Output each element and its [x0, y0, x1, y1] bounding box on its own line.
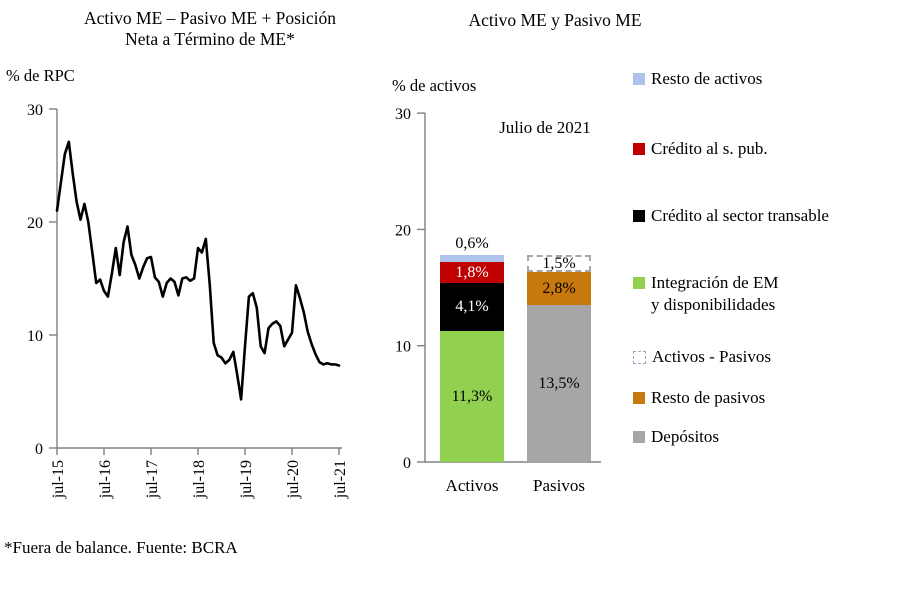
segment-value-label: 1,8% — [455, 263, 489, 281]
line-chart-title-line2: Neta a Término de ME* — [125, 29, 295, 49]
x-tick-label: jul-17 — [144, 460, 161, 499]
legend-label: Crédito al sector transable — [651, 206, 829, 225]
legend-swatch — [633, 431, 645, 443]
bar-pasivos: 13,5% 2,8% 1,5% — [527, 255, 591, 462]
line-chart-panel: Activo ME – Pasivo ME + Posición Neta a … — [0, 0, 382, 605]
legend-item-integraci-n-de-em-y-disponibilidades: Integración de EM y disponibilidades — [633, 272, 783, 316]
legend-item-resto-de-pasivos: Resto de pasivos — [633, 387, 765, 409]
y-tick-label: 0 — [35, 441, 43, 458]
legend-label: Activos - Pasivos — [652, 347, 771, 366]
legend-swatch — [633, 73, 645, 85]
legend-swatch — [633, 210, 645, 222]
legend-label: Depósitos — [651, 427, 719, 446]
y-tick-label: 10 — [27, 328, 43, 345]
x-tick-label: jul-16 — [97, 460, 114, 499]
y-tick-label: 30 — [27, 102, 43, 119]
y-tick-label: 0 — [403, 455, 411, 472]
data-series-line — [55, 140, 341, 401]
segment-value-label: 2,8% — [542, 279, 576, 297]
legend-label: Resto de pasivos — [651, 388, 766, 407]
bar-segment-resto-de-activos — [440, 255, 504, 262]
bar-segment-dep-sitos: 13,5% — [527, 305, 591, 462]
segment-value-label: 11,3% — [451, 387, 493, 405]
legend-item-dep-sitos: Depósitos — [633, 426, 719, 448]
category-label-activos: Activos — [445, 476, 499, 495]
legend-label: Integración de EM y disponibilidades — [651, 273, 779, 314]
legend-label: Resto de activos — [651, 69, 763, 88]
category-label-pasivos: Pasivos — [533, 476, 585, 495]
bar-segment-cr-dito-al-s-pub-: 1,8% — [440, 262, 504, 283]
bar-chart-title: Activo ME y Pasivo ME — [468, 10, 642, 30]
line-chart-title: Activo ME – Pasivo ME + Posición Neta a … — [30, 8, 390, 50]
source-footnote: *Fuera de balance. Fuente: BCRA — [4, 538, 238, 557]
segment-value-label: 13,5% — [538, 374, 580, 392]
legend-item-resto-de-activos: Resto de activos — [633, 68, 762, 90]
y-tick-label: 20 — [395, 222, 411, 239]
bar-segment-activos-pasivos: 1,5% — [527, 255, 591, 272]
bar-activos: 11,3% 4,1% 1,8% — [440, 255, 504, 462]
legend-swatch — [633, 143, 645, 155]
bar-segment-integraci-n-de-em-y-disponibilidades: 11,3% — [440, 331, 504, 462]
x-tick-label: jul-15 — [50, 460, 67, 499]
x-tick-label: jul-19 — [238, 460, 255, 499]
bar-segment-resto-de-pasivos: 2,8% — [527, 272, 591, 305]
legend-label: Crédito al s. pub. — [651, 139, 768, 158]
line-chart-plot: 0 10 20 30 jul-15 jul-16 jul-17 jul-18 jul-19 jul… — [27, 102, 349, 499]
legend-swatch — [633, 392, 645, 404]
legend-item-cr-dito-al-s-pub-: Crédito al s. pub. — [633, 138, 768, 160]
line-chart-y-axis-unit: % de RPC — [6, 66, 75, 85]
bar-chart-annotation: Julio de 2021 — [499, 118, 591, 137]
x-tick-label: jul-20 — [285, 460, 302, 499]
legend-item-cr-dito-al-sector-transable: Crédito al sector transable — [633, 205, 829, 227]
y-tick-label: 10 — [395, 339, 411, 356]
segment-value-label-above: 0,6% — [455, 235, 489, 252]
y-tick-label: 20 — [27, 215, 43, 232]
bar-chart-y-axis-unit: % de activos — [392, 76, 477, 95]
legend-swatch — [633, 277, 645, 289]
y-tick-label: 30 — [395, 106, 411, 123]
legend-swatch — [633, 351, 646, 364]
legend-item-activos-pasivos: Activos - Pasivos — [633, 346, 771, 368]
line-chart-title-line1: Activo ME – Pasivo ME + Posición — [84, 8, 336, 28]
segment-value-label: 4,1% — [455, 298, 489, 315]
x-tick-label: jul-18 — [191, 460, 208, 499]
x-tick-label: jul-21 — [332, 460, 349, 499]
bar-segment-cr-dito-al-sector-transable: 4,1% — [440, 283, 504, 331]
segment-value-label: 1,5% — [542, 254, 576, 272]
bar-chart-axes: 0 10 20 30 — [395, 106, 601, 472]
stacked-bar-panel: Activo ME y Pasivo ME % de activos Julio… — [385, 0, 907, 605]
